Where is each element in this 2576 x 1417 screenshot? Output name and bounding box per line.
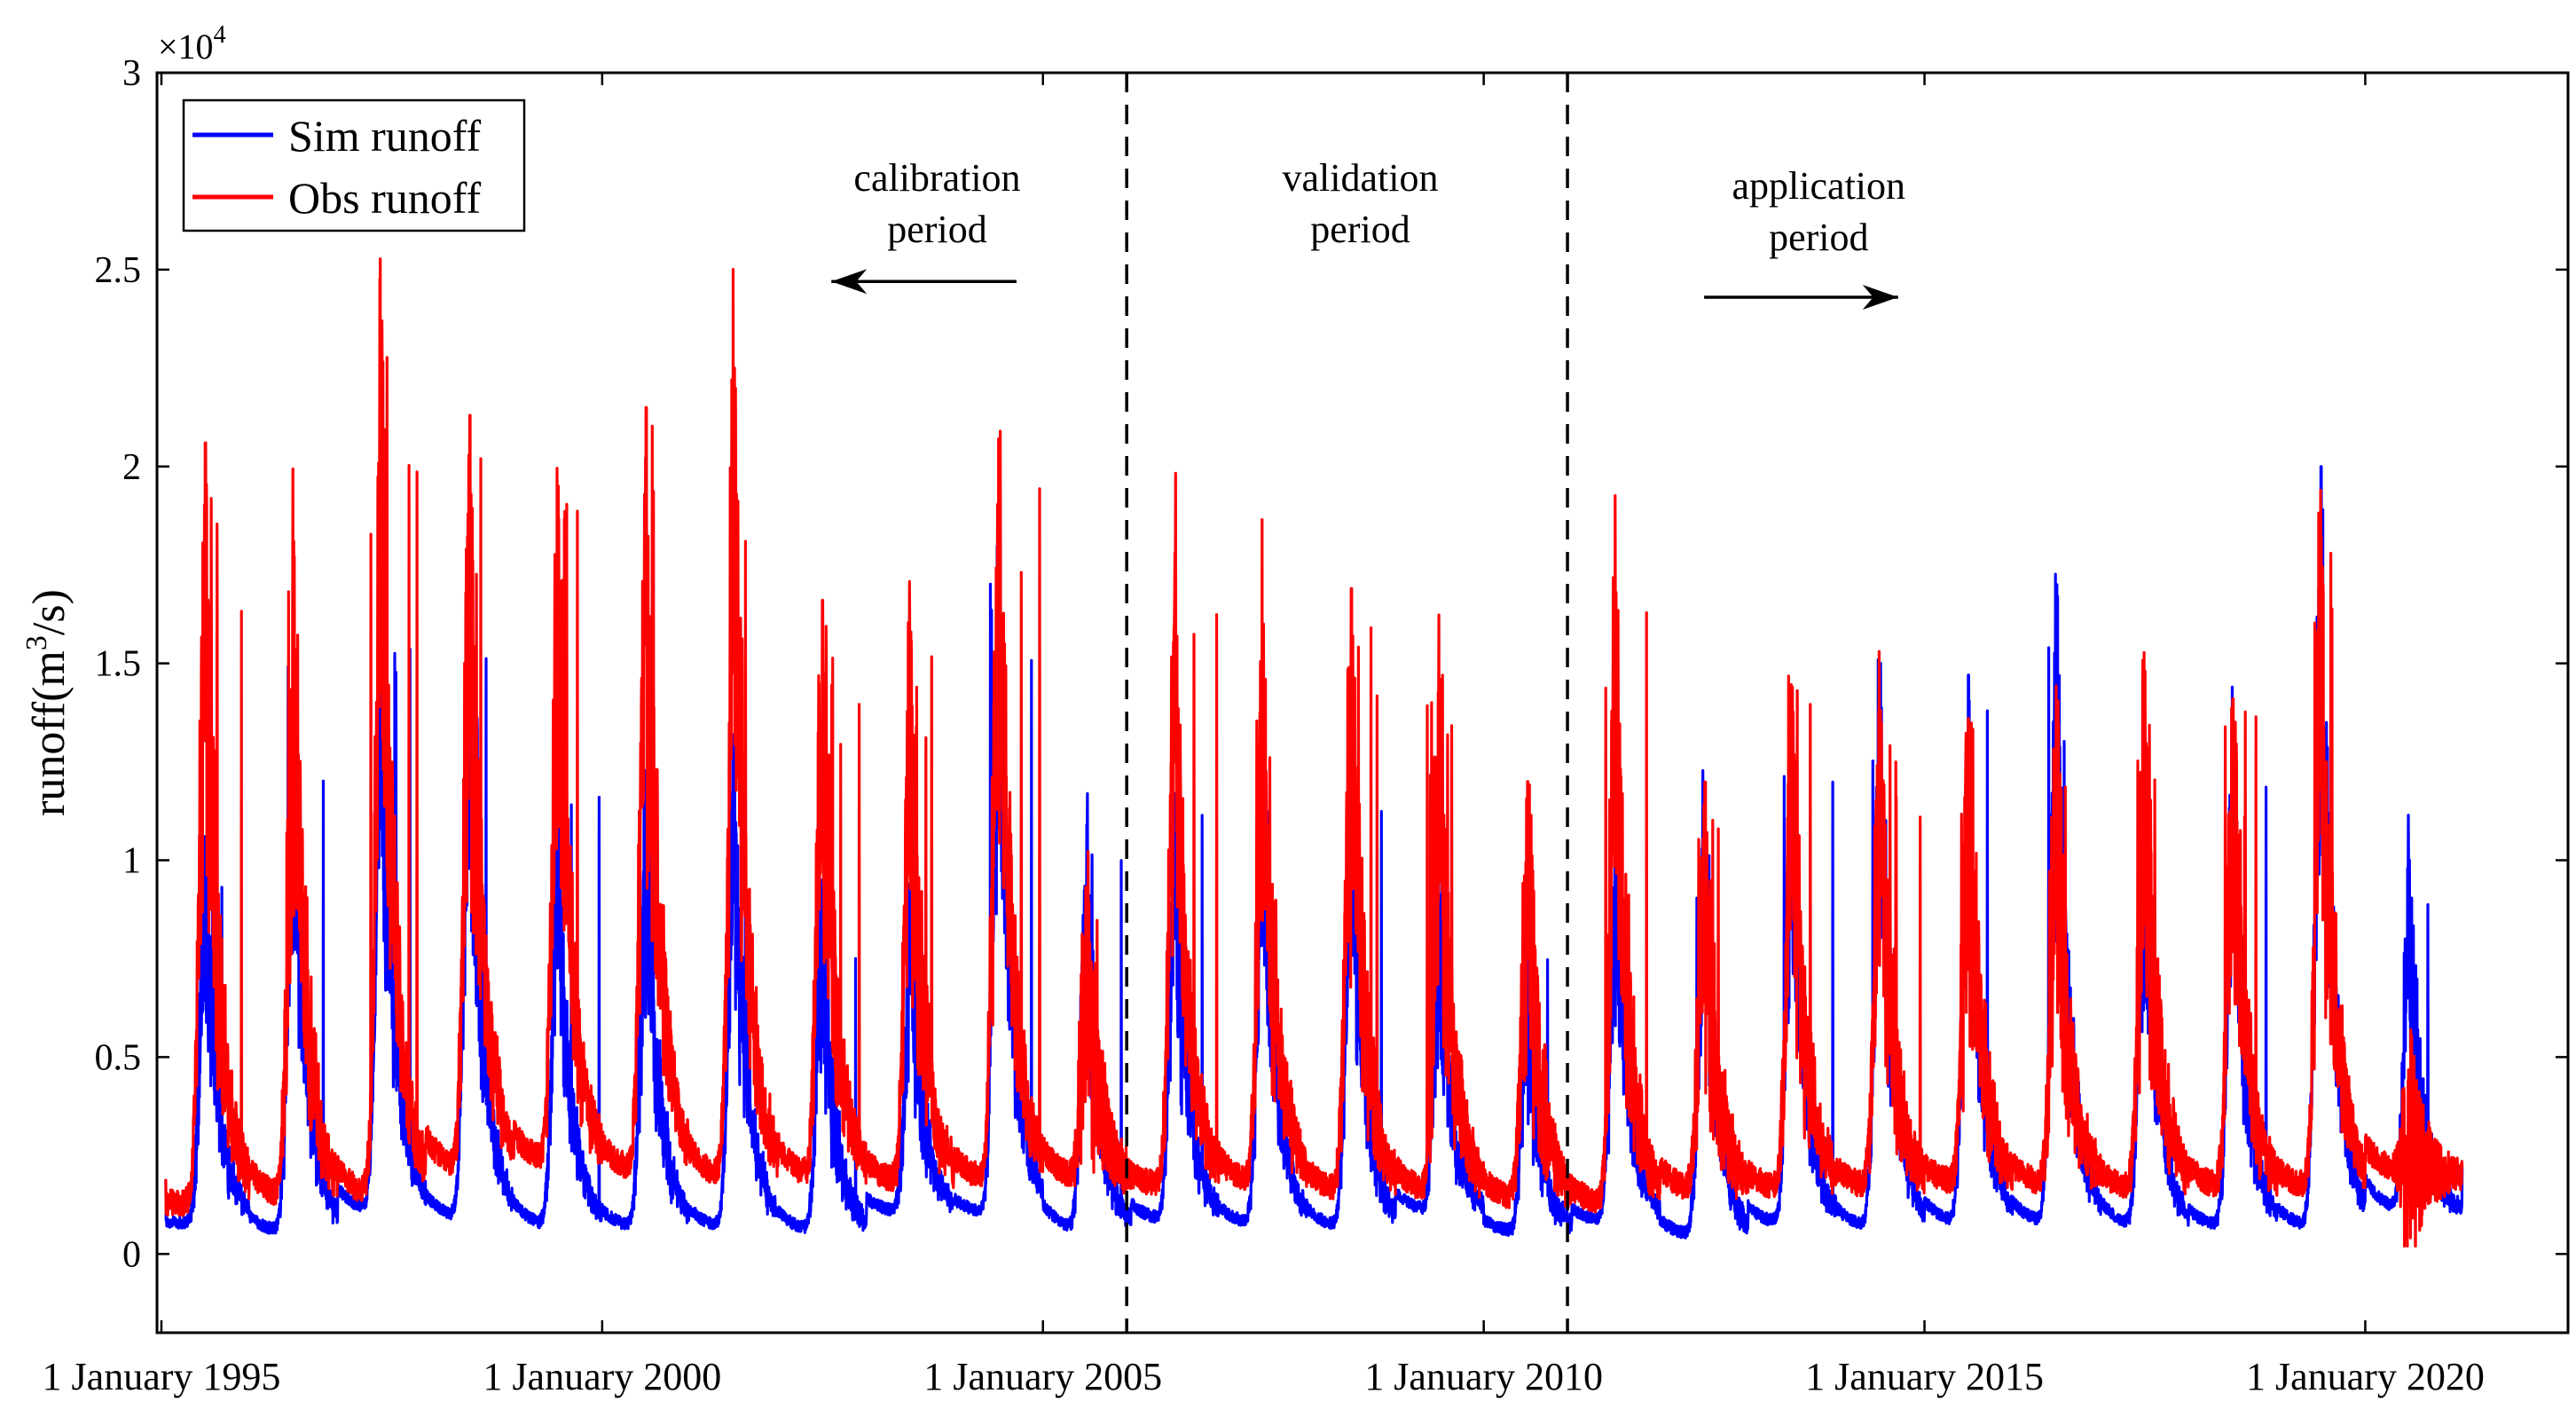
y-tick-label: 2.5	[95, 250, 142, 291]
y-axis-label-superscript: 3	[20, 635, 53, 650]
period-dividers	[1125, 73, 1569, 1333]
period-arrow-head	[1862, 284, 1898, 310]
legend: Sim runoff Obs runoff	[182, 98, 526, 232]
series-layer	[164, 257, 2464, 1248]
legend-box	[182, 98, 526, 232]
period-annotation-line: application	[1732, 164, 1906, 208]
legend-obs-label: Obs runoff	[288, 173, 481, 223]
y-tick-label: 3	[122, 53, 141, 94]
x-tick-label: 1 January 2020	[2246, 1355, 2485, 1398]
y-multiplier: ×104	[158, 21, 226, 67]
x-tick-label: 1 January 1995	[43, 1355, 281, 1398]
y-tick-label: 1.5	[95, 644, 142, 685]
period-annotation-line: period	[1310, 208, 1410, 251]
y-tick-label: 2	[122, 447, 141, 488]
period-annotation-line: period	[1769, 216, 1868, 259]
x-axis: 1 January 1995 1 January 2000 1 January 20…	[43, 73, 2485, 1398]
y-tick-label: 0.5	[95, 1037, 142, 1078]
y-axis-label-tail: /s)	[24, 589, 75, 635]
y-multiplier-exponent: 4	[214, 21, 226, 49]
y-tick-label: 1	[122, 841, 141, 882]
y-tick-label: 0	[122, 1234, 141, 1275]
legend-sim-label: Sim runoff	[288, 111, 481, 161]
period-annotation-line: calibration	[853, 156, 1020, 200]
series-line-obs-runoff	[164, 257, 2464, 1248]
period-annotations: calibration period validation period applica…	[831, 156, 1905, 310]
x-tick-label: 1 January 2000	[483, 1355, 721, 1398]
period-arrow-head	[831, 269, 868, 295]
x-tick-label: 1 January 2010	[1364, 1355, 1603, 1398]
y-axis-label: runoff(m3/s)	[20, 589, 75, 816]
period-annotation-line: validation	[1283, 156, 1439, 200]
period-annotation-line: period	[887, 208, 986, 251]
x-tick-label: 1 January 2005	[923, 1355, 1162, 1398]
y-axis: 0 0.5 1 1.5 2 2.5 3	[95, 53, 2568, 1275]
x-tick-label: 1 January 2015	[1805, 1355, 2044, 1398]
